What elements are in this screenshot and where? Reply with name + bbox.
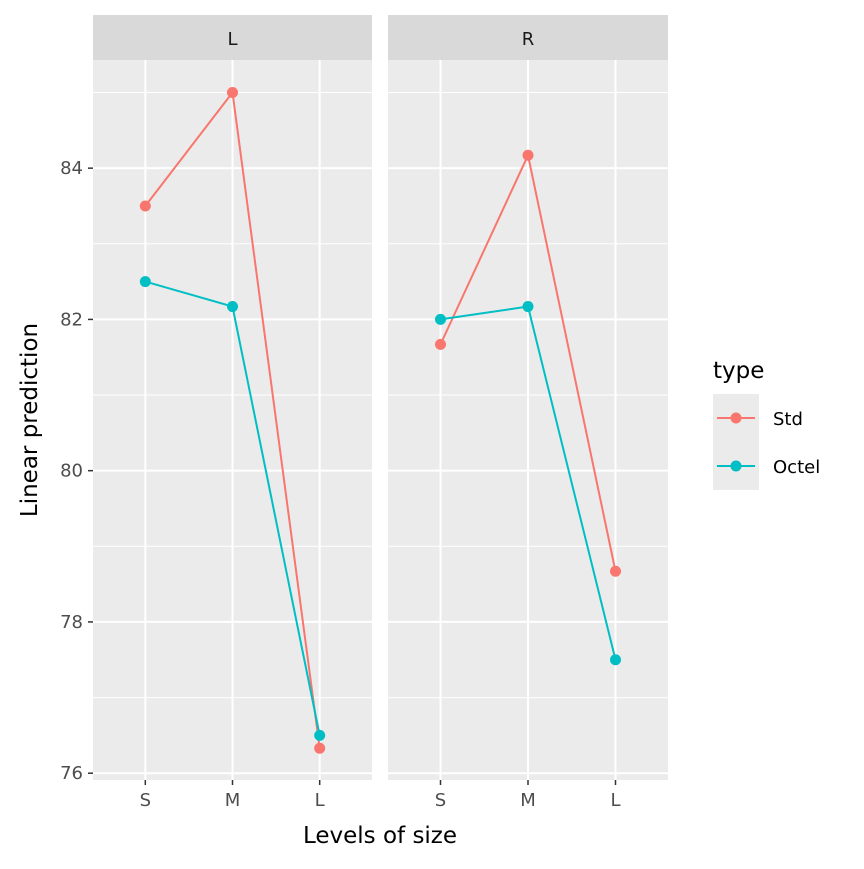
y-tick-label: 84 [60,158,83,179]
point-Octel-R-S [435,313,446,325]
x-tick-label: M [520,790,536,811]
legend-label-Octel: Octel [773,457,820,478]
point-Std-R-L [610,565,621,577]
legend-key-point [730,460,742,472]
x-tick-label: S [435,790,446,811]
facet-label-L: L [227,29,237,50]
x-tick-label: S [140,790,151,811]
x-axis-label: Levels of size [303,823,457,849]
legend-label-Std: Std [773,409,803,430]
x-tick-label: L [610,790,620,811]
point-Octel-L-S [139,276,151,288]
y-tick-label: 76 [60,763,83,784]
point-Octel-L-M [227,301,238,313]
x-tick-label: M [225,790,241,811]
point-Octel-L-L [314,729,326,741]
y-tick-label: 80 [60,461,83,482]
point-Std-L-S [139,200,151,212]
legend-title: type [713,358,764,384]
facet-label-R: R [522,29,535,50]
y-axis-label: Linear prediction [17,323,43,517]
y-tick-label: 82 [60,309,83,330]
point-Std-R-S [435,338,446,350]
point-Octel-R-L [610,654,621,666]
facet-strip-R [388,15,668,60]
point-Std-L-M [227,87,238,99]
point-Std-R-M [522,149,534,161]
x-tick-label: L [315,790,325,811]
y-tick-label: 78 [60,612,83,633]
point-Std-L-L [314,742,326,754]
legend-key-point [730,412,742,424]
point-Octel-R-M [522,301,534,313]
facet-strip-L [93,15,372,60]
